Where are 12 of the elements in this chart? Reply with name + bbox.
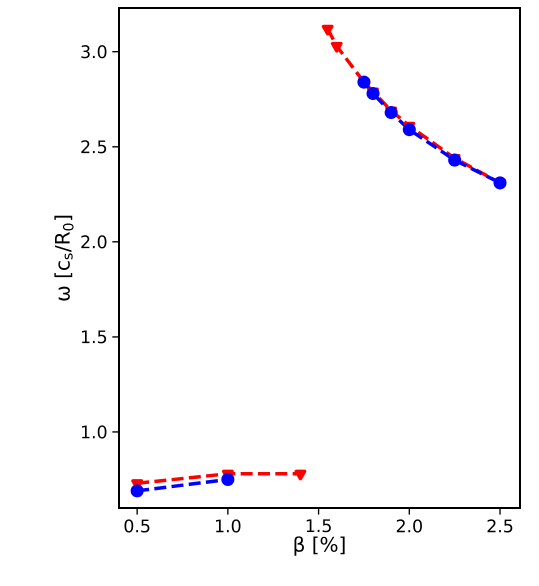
x-tick-label: 2.0 (396, 519, 422, 532)
y-tick-label: 3.0 (81, 45, 106, 58)
x-tick-label: 1.0 (216, 519, 240, 532)
x-tick-label: 0.5 (124, 519, 150, 532)
x-tick-label: 2.5 (488, 519, 512, 532)
y-tick-label: 2.5 (81, 140, 106, 154)
y-tick-label: 2.0 (81, 235, 106, 248)
x-tick-label: 1.5 (306, 519, 331, 532)
y-tick-label: 1.5 (82, 330, 106, 344)
y-axis-title: ω [c$_{s}$/R$_{0}$] (54, 216, 74, 301)
y-tick-label: 1.0 (82, 425, 106, 439)
x-axis-title: β [%] (294, 536, 345, 556)
